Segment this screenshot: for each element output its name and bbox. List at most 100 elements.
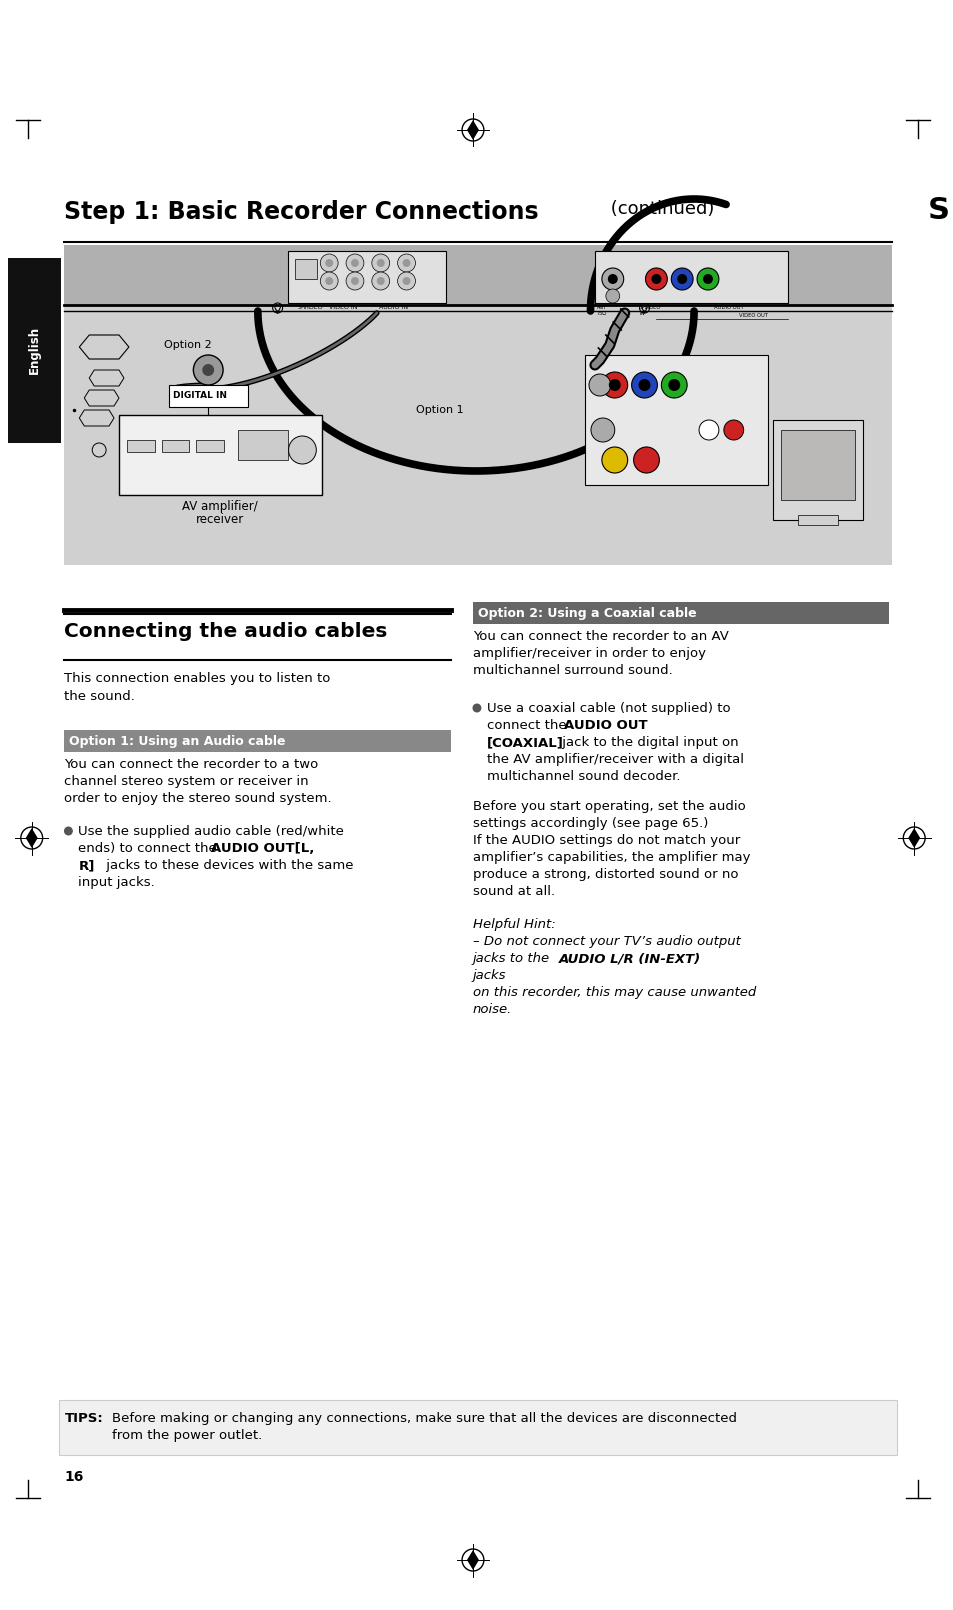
Text: VIDEO OUT: VIDEO OUT bbox=[738, 312, 767, 319]
Text: channel stereo system or receiver in: channel stereo system or receiver in bbox=[65, 774, 309, 787]
Circle shape bbox=[631, 372, 657, 398]
Text: Before making or changing any connections, make sure that all the devices are di: Before making or changing any connection… bbox=[112, 1412, 737, 1425]
Text: amplifier’s capabilities, the amplifier may: amplifier’s capabilities, the amplifier … bbox=[473, 852, 750, 865]
Text: Use a coaxial cable (not supplied) to: Use a coaxial cable (not supplied) to bbox=[486, 702, 730, 715]
Bar bbox=[584, 354, 768, 485]
Text: on this recorder, this may cause unwanted: on this recorder, this may cause unwante… bbox=[473, 985, 756, 998]
Text: Use the supplied audio cable (red/white: Use the supplied audio cable (red/white bbox=[78, 824, 344, 837]
Circle shape bbox=[702, 274, 712, 283]
Text: AUDIO IN: AUDIO IN bbox=[694, 415, 719, 420]
Bar bbox=[196, 440, 224, 452]
Bar bbox=[169, 385, 248, 407]
Bar bbox=[65, 245, 891, 304]
Circle shape bbox=[325, 259, 333, 267]
Bar bbox=[773, 420, 862, 520]
Text: connect the: connect the bbox=[486, 720, 570, 733]
Circle shape bbox=[351, 259, 358, 267]
Text: English: English bbox=[29, 325, 41, 374]
Text: Pb/Cr  Pb/Cb   Y: Pb/Cr Pb/Cb Y bbox=[649, 253, 691, 258]
Circle shape bbox=[677, 274, 686, 283]
Circle shape bbox=[699, 420, 719, 440]
Circle shape bbox=[325, 277, 333, 285]
Circle shape bbox=[346, 254, 363, 272]
Circle shape bbox=[193, 354, 223, 385]
Text: Connecting the audio cables: Connecting the audio cables bbox=[65, 621, 388, 641]
Circle shape bbox=[633, 448, 659, 473]
Text: jacks to these devices with the same: jacks to these devices with the same bbox=[102, 860, 354, 873]
Text: AUDIO OUT: AUDIO OUT bbox=[713, 304, 743, 311]
Text: amplifier/receiver in order to enjoy: amplifier/receiver in order to enjoy bbox=[473, 647, 705, 660]
Bar bbox=[781, 430, 854, 501]
Text: jacks to the: jacks to the bbox=[473, 952, 554, 964]
Bar bbox=[8, 258, 61, 443]
Text: AUDIO IN: AUDIO IN bbox=[378, 304, 408, 311]
Circle shape bbox=[671, 267, 693, 290]
Circle shape bbox=[351, 277, 358, 285]
Text: settings accordingly (see page 65.): settings accordingly (see page 65.) bbox=[473, 816, 708, 831]
Text: AUDIO OUT[L,: AUDIO OUT[L, bbox=[211, 842, 314, 855]
Text: VIDEO IN: VIDEO IN bbox=[329, 304, 357, 311]
Circle shape bbox=[660, 372, 686, 398]
Bar bbox=[798, 515, 837, 525]
Circle shape bbox=[601, 448, 627, 473]
Text: Helpful Hint:: Helpful Hint: bbox=[473, 918, 556, 931]
Text: S-VIDEO
IN: S-VIDEO IN bbox=[589, 415, 612, 425]
Text: Step 1: Basic Recorder Connections: Step 1: Basic Recorder Connections bbox=[65, 200, 538, 224]
Bar bbox=[237, 430, 287, 460]
Text: AUDIO OUT: AUDIO OUT bbox=[563, 720, 647, 733]
Text: input jacks.: input jacks. bbox=[78, 876, 155, 889]
Circle shape bbox=[376, 259, 384, 267]
Text: sound at all.: sound at all. bbox=[473, 886, 555, 898]
Bar bbox=[295, 259, 317, 279]
Text: S: S bbox=[927, 196, 949, 225]
Circle shape bbox=[697, 267, 719, 290]
Text: AV amplifier/: AV amplifier/ bbox=[182, 501, 257, 514]
Text: 16: 16 bbox=[65, 1470, 84, 1484]
Text: produce a strong, distorted sound or no: produce a strong, distorted sound or no bbox=[473, 868, 738, 881]
Text: (continued): (continued) bbox=[604, 200, 714, 217]
Circle shape bbox=[372, 254, 389, 272]
Text: – Do not connect your TV’s audio output: – Do not connect your TV’s audio output bbox=[473, 935, 740, 948]
Text: COAXIAL: COAXIAL bbox=[599, 253, 623, 258]
Text: COMPONENT
VIDEO IN: COMPONENT VIDEO IN bbox=[745, 253, 780, 264]
Circle shape bbox=[638, 378, 650, 391]
Text: multichannel surround sound.: multichannel surround sound. bbox=[473, 663, 672, 676]
Circle shape bbox=[376, 277, 384, 285]
Bar bbox=[119, 415, 322, 494]
Text: VIDEO IN: VIDEO IN bbox=[589, 448, 614, 452]
Polygon shape bbox=[466, 1550, 478, 1570]
Circle shape bbox=[472, 704, 481, 713]
Circle shape bbox=[588, 374, 610, 396]
Text: Option 2: Using a Coaxial cable: Option 2: Using a Coaxial cable bbox=[477, 607, 696, 620]
Text: DIGITAL IN: DIGITAL IN bbox=[172, 391, 226, 399]
Bar bbox=[65, 245, 891, 565]
Text: Option 1: Option 1 bbox=[416, 406, 463, 415]
Circle shape bbox=[590, 419, 614, 443]
Bar bbox=[59, 1401, 897, 1455]
Text: R]: R] bbox=[78, 860, 94, 873]
Text: Option 1: Using an Audio cable: Option 1: Using an Audio cable bbox=[70, 734, 286, 747]
Circle shape bbox=[402, 259, 410, 267]
Text: AUDIO L/R (IN-EXT): AUDIO L/R (IN-EXT) bbox=[558, 952, 700, 964]
Circle shape bbox=[668, 378, 679, 391]
Text: Before you start operating, set the audio: Before you start operating, set the audi… bbox=[473, 800, 745, 813]
Text: ANT
75Ω: ANT 75Ω bbox=[597, 304, 606, 316]
Polygon shape bbox=[26, 828, 38, 848]
Text: ANT: ANT bbox=[589, 361, 602, 365]
Text: from the power outlet.: from the power outlet. bbox=[112, 1430, 262, 1443]
Text: Pb/Cr  Pb/Cb   Y: Pb/Cr Pb/Cb Y bbox=[624, 361, 666, 365]
Text: the AV amplifier/receiver with a digital: the AV amplifier/receiver with a digital bbox=[486, 753, 743, 766]
Circle shape bbox=[64, 826, 72, 836]
Bar bbox=[595, 251, 787, 303]
Circle shape bbox=[288, 436, 316, 464]
Text: Option 2: Option 2 bbox=[163, 340, 212, 349]
Text: multichannel sound decoder.: multichannel sound decoder. bbox=[486, 770, 679, 782]
Bar bbox=[473, 602, 888, 625]
Text: You can connect the recorder to an AV: You can connect the recorder to an AV bbox=[473, 630, 728, 642]
Circle shape bbox=[608, 378, 620, 391]
Circle shape bbox=[202, 364, 214, 377]
Text: TIPS:: TIPS: bbox=[65, 1412, 103, 1425]
Circle shape bbox=[723, 420, 743, 440]
Bar bbox=[161, 440, 190, 452]
Circle shape bbox=[372, 272, 389, 290]
